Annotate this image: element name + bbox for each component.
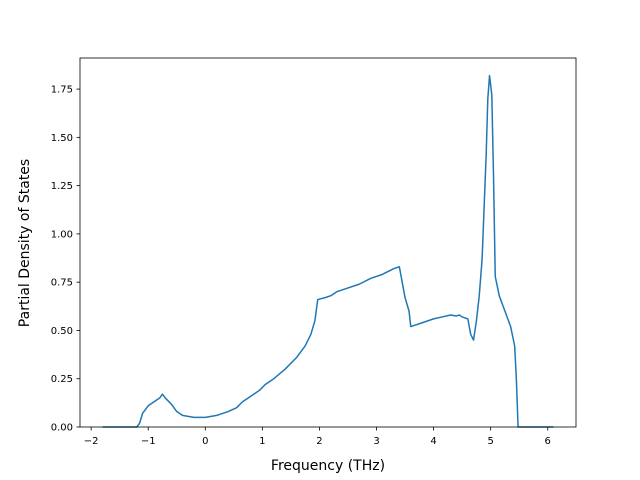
y-axis-label: Partial Density of States bbox=[17, 159, 33, 327]
y-tick-label: 0.50 bbox=[51, 326, 73, 337]
y-tick-label: 1.00 bbox=[51, 229, 73, 240]
y-tick-label: 0.25 bbox=[51, 374, 73, 385]
x-axis-label: Frequency (THz) bbox=[271, 458, 385, 474]
x-tick-label: 1 bbox=[259, 436, 265, 447]
y-tick-label: 0.75 bbox=[51, 278, 73, 289]
x-tick-label: 2 bbox=[316, 436, 322, 447]
x-tick-label: −2 bbox=[84, 436, 99, 447]
x-tick-label: 4 bbox=[430, 436, 436, 447]
y-tick-label: 1.50 bbox=[51, 133, 73, 144]
x-tick-label: 6 bbox=[545, 436, 551, 447]
y-tick-label: 0.00 bbox=[51, 423, 73, 434]
x-tick-label: −1 bbox=[141, 436, 156, 447]
x-tick-label: 5 bbox=[487, 436, 493, 447]
y-tick-label: 1.25 bbox=[51, 181, 73, 192]
plot-frame bbox=[79, 57, 577, 428]
data-line bbox=[102, 74, 554, 428]
y-tick-label: 1.75 bbox=[51, 85, 73, 96]
x-tick-label: 3 bbox=[373, 436, 379, 447]
x-tick-label: 0 bbox=[202, 436, 208, 447]
